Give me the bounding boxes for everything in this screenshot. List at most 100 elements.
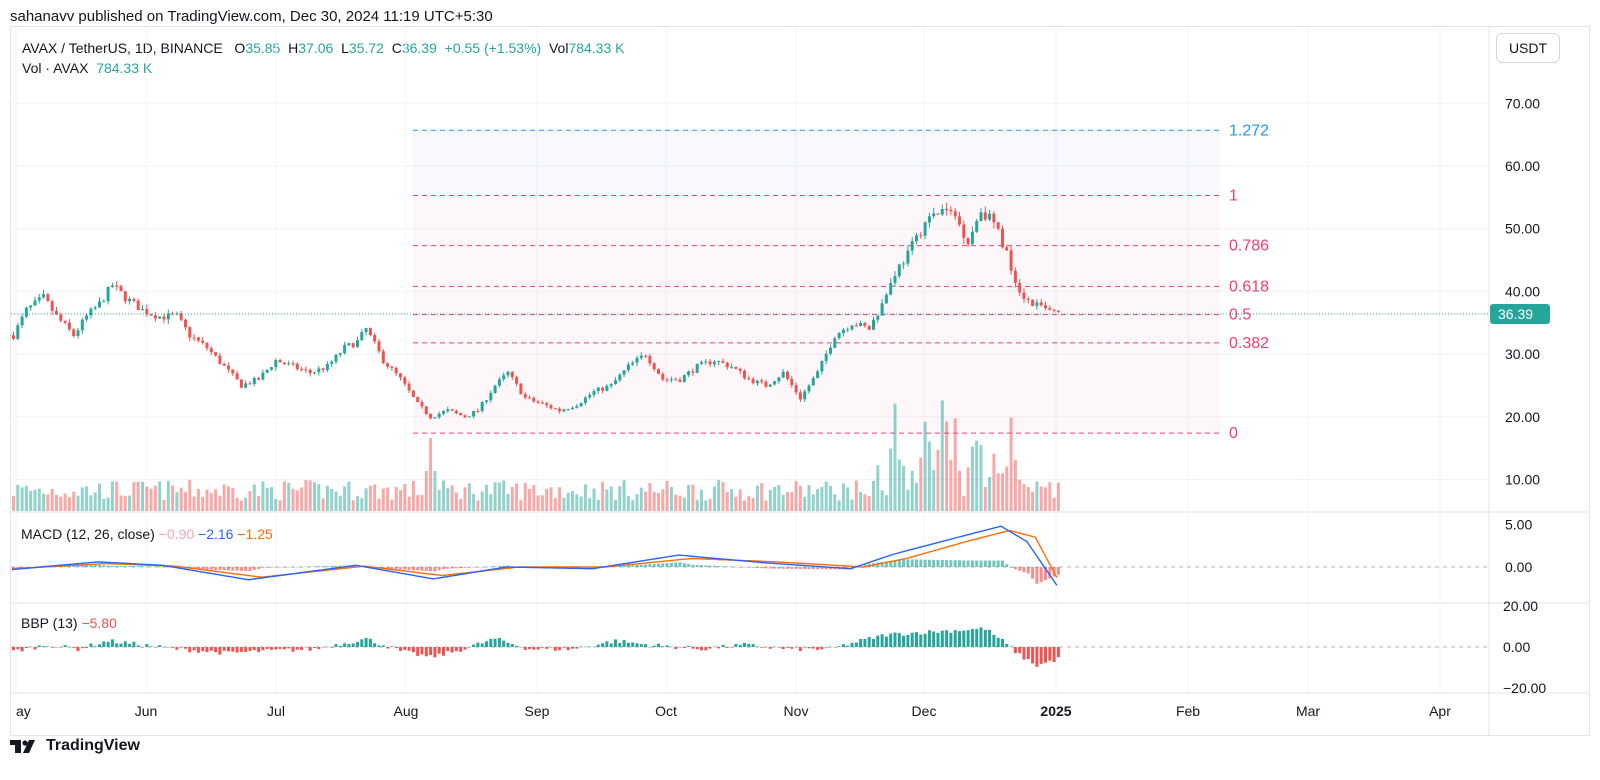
macd-histogram-bar [768, 567, 772, 569]
volume-bar [669, 487, 673, 511]
volume-bar [1026, 487, 1030, 511]
bbp-bar [906, 634, 910, 647]
volume-bar [962, 496, 966, 511]
volume-bar [970, 446, 974, 511]
price-axis-label: 70.00 [1505, 95, 1540, 111]
bbp-bar [983, 629, 987, 647]
tradingview-logo[interactable]: TradingView [10, 737, 140, 755]
macd-histogram-bar [949, 560, 953, 567]
candle [631, 362, 635, 365]
candle [1031, 299, 1035, 306]
bbp-bar [420, 647, 424, 655]
candle [308, 369, 312, 374]
symbol-name[interactable]: AVAX / TetherUS, 1D, BINANCE [22, 40, 223, 56]
candle [472, 410, 476, 417]
candle [794, 385, 798, 393]
bbp-bar [162, 646, 166, 648]
volume-indicator-label[interactable]: Vol · AVAX [22, 60, 89, 76]
bbp-bar [588, 646, 592, 648]
bbp-bar [1001, 638, 1004, 647]
macd-histogram-bar [1044, 567, 1047, 581]
bbp-bar [583, 646, 587, 648]
bbp-bar [863, 638, 867, 647]
macd-histogram-bar [962, 560, 966, 567]
bbp-bar [50, 647, 54, 648]
candle [811, 378, 815, 386]
volume-bar [300, 487, 304, 511]
bbp-bar [614, 639, 617, 647]
bbp-bar [274, 647, 278, 650]
volume-bar [184, 491, 187, 511]
macd-histogram-bar [687, 563, 691, 567]
candle [231, 369, 235, 374]
macd-histogram-bar [777, 567, 781, 569]
volume-bar [132, 481, 136, 511]
volume-bar [235, 497, 239, 511]
candle [579, 402, 583, 407]
volume-bar [450, 485, 454, 511]
candle [798, 392, 802, 400]
volume-bar [205, 489, 209, 511]
volume-bar [179, 487, 183, 511]
open-value: 35.85 [245, 40, 281, 56]
volume-bar [72, 491, 76, 511]
volume-value: 784.33 K [568, 40, 625, 56]
bbp-bar [910, 632, 914, 647]
candle [1022, 292, 1026, 299]
candle [777, 377, 781, 382]
volume-bar [89, 495, 93, 511]
candle [863, 322, 867, 326]
volume-bar [975, 440, 979, 511]
candle [102, 301, 106, 303]
volume-bar [424, 470, 428, 511]
candle [420, 402, 424, 407]
volume-bar [545, 488, 549, 511]
volume-bar [614, 500, 617, 511]
volume-bar [304, 480, 308, 511]
open-label: O [234, 40, 246, 56]
candle [975, 220, 979, 232]
macd-histogram-bar [893, 560, 897, 567]
bbp-bar [682, 647, 686, 648]
volume-bar [872, 481, 875, 511]
volume-bar [528, 488, 531, 511]
bbp-bar [205, 647, 209, 653]
candle [480, 401, 484, 411]
bbp-bar [644, 644, 648, 647]
volume-bar [463, 487, 467, 511]
volume-bar [807, 485, 811, 511]
volume-bar [252, 484, 256, 511]
candle [639, 355, 643, 359]
candle [446, 409, 450, 412]
bbp-bar [760, 647, 764, 648]
candle [566, 409, 570, 411]
macd-histogram-bar [824, 567, 828, 570]
volume-bar [377, 498, 381, 511]
candle [459, 413, 463, 416]
volume-bar [833, 494, 837, 511]
bbp-bar [945, 630, 949, 647]
macd-histogram-bar [940, 559, 944, 567]
candle [227, 365, 230, 370]
time-axis-label: ay [16, 703, 31, 719]
bbp-bar [846, 645, 850, 647]
candle [992, 213, 996, 223]
bbp-bar [218, 647, 222, 655]
macd-histogram-bar [725, 566, 729, 567]
candle [927, 216, 931, 223]
bbp-bar [360, 639, 364, 647]
candle [721, 361, 725, 363]
currency-button[interactable]: USDT [1496, 33, 1560, 63]
macd-histogram-bar [712, 565, 716, 567]
candle [803, 391, 807, 400]
volume-bar [98, 483, 101, 511]
volume-bar [50, 489, 54, 511]
bbp-bar [596, 644, 600, 647]
volume-bar [282, 481, 286, 511]
time-axis-label: Aug [394, 703, 419, 719]
candle [291, 363, 295, 365]
candle [661, 373, 665, 380]
macd-histogram-bar [205, 567, 209, 570]
bbp-bar [704, 647, 708, 651]
